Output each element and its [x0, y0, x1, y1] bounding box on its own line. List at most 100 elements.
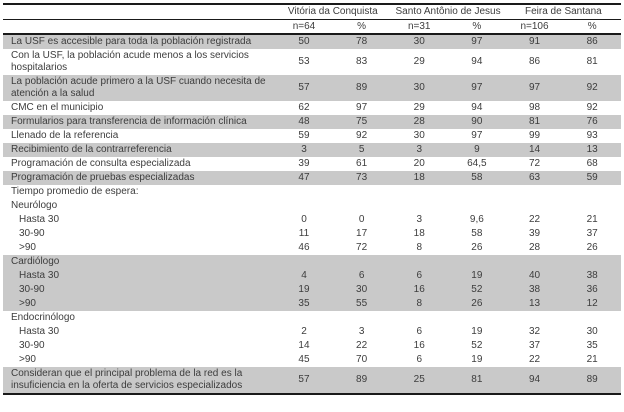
cell-feira-n: 86: [528, 56, 541, 67]
row-label: Con la USF, la población acude menos a l…: [11, 50, 249, 73]
cell-feira-pct: 30: [586, 326, 598, 337]
cell-feira-n: 97: [528, 82, 541, 93]
cell-feira-n: 14: [528, 144, 541, 155]
table-row: Hasta 30 0 0 3 9,6 22 21: [3, 213, 621, 227]
cell-feira-pct: 38: [586, 270, 598, 281]
cell-santo-antonio-pct: 19: [471, 326, 483, 337]
cell-santo-antonio-pct: 9: [474, 144, 480, 155]
cell-feira-pct: 35: [586, 340, 598, 351]
cell-feira-n: 40: [528, 270, 541, 281]
cell-santo-antonio-n: 30: [413, 82, 425, 93]
row-label: Hasta 30: [19, 214, 60, 225]
cell-santo-antonio-pct: 97: [471, 36, 483, 47]
table-row: CMC en el municipio 62 97 29 94 98 92: [3, 101, 621, 115]
cell-santo-antonio-n: 30: [413, 36, 425, 47]
table-row: >90 35 55 8 26 13 12: [3, 297, 621, 311]
cell-santo-antonio-pct: 94: [471, 102, 483, 113]
cell-vitoria-n: 59: [298, 130, 310, 141]
cell-santo-antonio-n: 6: [416, 270, 423, 281]
row-label: Programación de pruebas especializadas: [11, 172, 195, 183]
row-label: Neurólogo: [11, 200, 58, 211]
cell-santo-antonio-pct: 52: [471, 340, 483, 351]
n-header-vitoria: n=64: [275, 19, 333, 35]
cell-vitoria-pct: 89: [356, 374, 368, 385]
cell-santo-antonio-pct: [448, 185, 506, 199]
row-label: CMC en el municipio: [11, 102, 104, 113]
cell-santo-antonio-pct: [448, 255, 506, 269]
cell-santo-antonio-pct: 52: [471, 284, 483, 295]
cell-santo-antonio-n: 6: [416, 326, 423, 337]
table-row: Programación de pruebas especializadas 4…: [3, 171, 621, 185]
cell-santo-antonio-n: 8: [416, 242, 423, 253]
cell-feira-n: 91: [528, 36, 541, 47]
subheader-row: n=64 % n=31 % n=106 %: [3, 19, 621, 35]
cell-feira-n: 39: [528, 228, 541, 239]
table-row: Cardiólogo: [3, 255, 621, 269]
cell-santo-antonio-n: 16: [413, 284, 425, 295]
table-row: 30-90 14 22 16 52 37 35: [3, 339, 621, 353]
cell-santo-antonio-n: 20: [413, 158, 425, 169]
cell-feira-n: [506, 185, 564, 199]
cell-feira-n: 81: [528, 116, 541, 127]
cell-feira-n: 28: [528, 242, 541, 253]
cell-feira-n: 99: [528, 130, 541, 141]
cell-feira-n: 94: [528, 374, 541, 385]
cell-santo-antonio-pct: 58: [471, 228, 483, 239]
cell-santo-antonio-pct: 97: [471, 82, 483, 93]
cell-vitoria-pct: 75: [356, 116, 368, 127]
cell-feira-n: 38: [528, 284, 541, 295]
cell-santo-antonio-n: 28: [413, 116, 425, 127]
cell-vitoria-pct: 5: [358, 144, 365, 155]
cell-santo-antonio-n: 8: [416, 298, 423, 309]
cell-vitoria-n: 53: [298, 56, 310, 67]
cell-vitoria-pct: 61: [356, 158, 368, 169]
cell-vitoria-n: [275, 255, 333, 269]
cell-vitoria-pct: 72: [356, 242, 368, 253]
cell-santo-antonio-n: 3: [416, 214, 423, 225]
row-label: 30-90: [19, 228, 45, 239]
table-row: Formularios para transferencia de inform…: [3, 115, 621, 129]
cell-feira-pct: 92: [586, 102, 598, 113]
cell-feira-pct: 21: [586, 214, 598, 225]
cell-vitoria-pct: 92: [356, 130, 368, 141]
cell-feira-n: 63: [528, 172, 541, 183]
cell-santo-antonio-pct: 64,5: [467, 158, 487, 169]
cell-santo-antonio-pct: 26: [471, 242, 483, 253]
cell-feira-n: 22: [528, 214, 541, 225]
col-group-santo-antonio-de-jesus: Santo Antônio de Jesus: [390, 4, 506, 20]
cell-feira-pct: 26: [586, 242, 598, 253]
row-label: Hasta 30: [19, 326, 60, 337]
cell-santo-antonio-n: [390, 185, 448, 199]
table-row: Hasta 30 2 3 6 19 32 30: [3, 325, 621, 339]
cell-vitoria-n: 47: [298, 172, 310, 183]
label-column-subheader: [3, 19, 276, 35]
table-row: 30-90 11 17 18 58 39 37: [3, 227, 621, 241]
col-group-feira-de-santana: Feira de Santana: [505, 4, 621, 20]
cell-vitoria-pct: 0: [358, 214, 365, 225]
cell-vitoria-n: [275, 199, 333, 213]
cell-vitoria-n: 19: [298, 284, 310, 295]
cell-santo-antonio-n: 29: [413, 56, 425, 67]
table-row: Llenado de la referencia 59 92 30 97 99 …: [3, 129, 621, 143]
cell-santo-antonio-pct: [448, 199, 506, 213]
cell-vitoria-pct: 22: [356, 340, 368, 351]
cell-vitoria-pct: 17: [356, 228, 368, 239]
row-label: 30-90: [19, 284, 45, 295]
row-label: Consideran que el principal problema de …: [11, 368, 243, 391]
cell-santo-antonio-pct: 90: [471, 116, 483, 127]
cell-feira-pct: 36: [586, 284, 598, 295]
cell-santo-antonio-pct: 94: [471, 56, 483, 67]
table-header: Vitória da Conquista Santo Antônio de Je…: [3, 4, 621, 35]
cell-feira-pct: 86: [586, 36, 598, 47]
cell-feira-n: [506, 199, 564, 213]
label-column-header: [3, 4, 276, 20]
cell-feira-pct: 68: [586, 158, 598, 169]
cell-santo-antonio-n: 3: [416, 144, 423, 155]
cell-santo-antonio-n: 18: [413, 172, 425, 183]
table-row: Hasta 30 4 6 6 19 40 38: [3, 269, 621, 283]
cell-feira-pct: 89: [586, 374, 598, 385]
cell-vitoria-n: [275, 185, 333, 199]
cell-vitoria-pct: 89: [356, 82, 368, 93]
cell-vitoria-n: 46: [298, 242, 310, 253]
n-header-feira: n=106: [505, 19, 564, 35]
